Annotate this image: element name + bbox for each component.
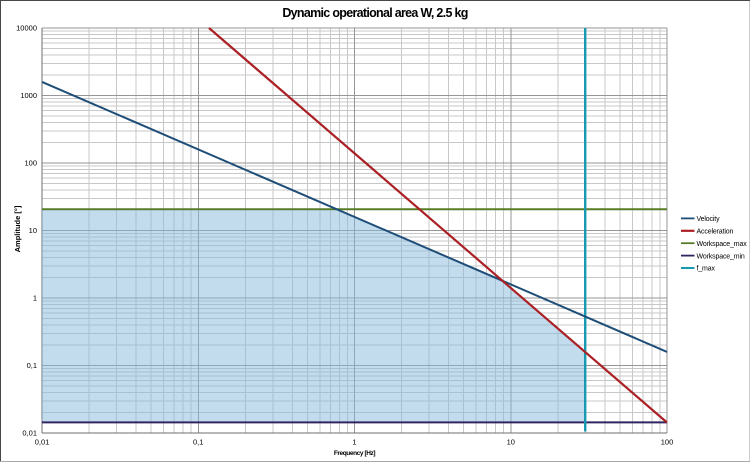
svg-text:Workspace_min: Workspace_min [697, 253, 745, 260]
svg-text:0,1: 0,1 [27, 361, 37, 370]
svg-text:1: 1 [33, 294, 37, 303]
svg-text:0,01: 0,01 [35, 438, 50, 447]
svg-text:Frequency [Hz]: Frequency [Hz] [334, 450, 376, 457]
svg-text:10: 10 [507, 438, 515, 447]
svg-text:Velocity: Velocity [697, 216, 721, 223]
svg-text:Acceleration: Acceleration [697, 229, 734, 236]
svg-text:Amplitude [°]: Amplitude [°] [13, 205, 22, 252]
svg-text:0,01: 0,01 [22, 429, 37, 438]
svg-text:f_max: f_max [697, 266, 716, 273]
svg-text:10: 10 [29, 226, 37, 235]
svg-text:1000: 1000 [20, 91, 37, 100]
svg-text:10000: 10000 [16, 24, 37, 33]
svg-text:100: 100 [661, 438, 674, 447]
svg-text:Dynamic operational area W, 2.: Dynamic operational area W, 2.5 kg [282, 6, 467, 20]
svg-text:100: 100 [24, 159, 37, 168]
svg-text:1: 1 [352, 438, 356, 447]
svg-text:0,1: 0,1 [193, 438, 203, 447]
svg-text:Workspace_max: Workspace_max [697, 241, 748, 248]
